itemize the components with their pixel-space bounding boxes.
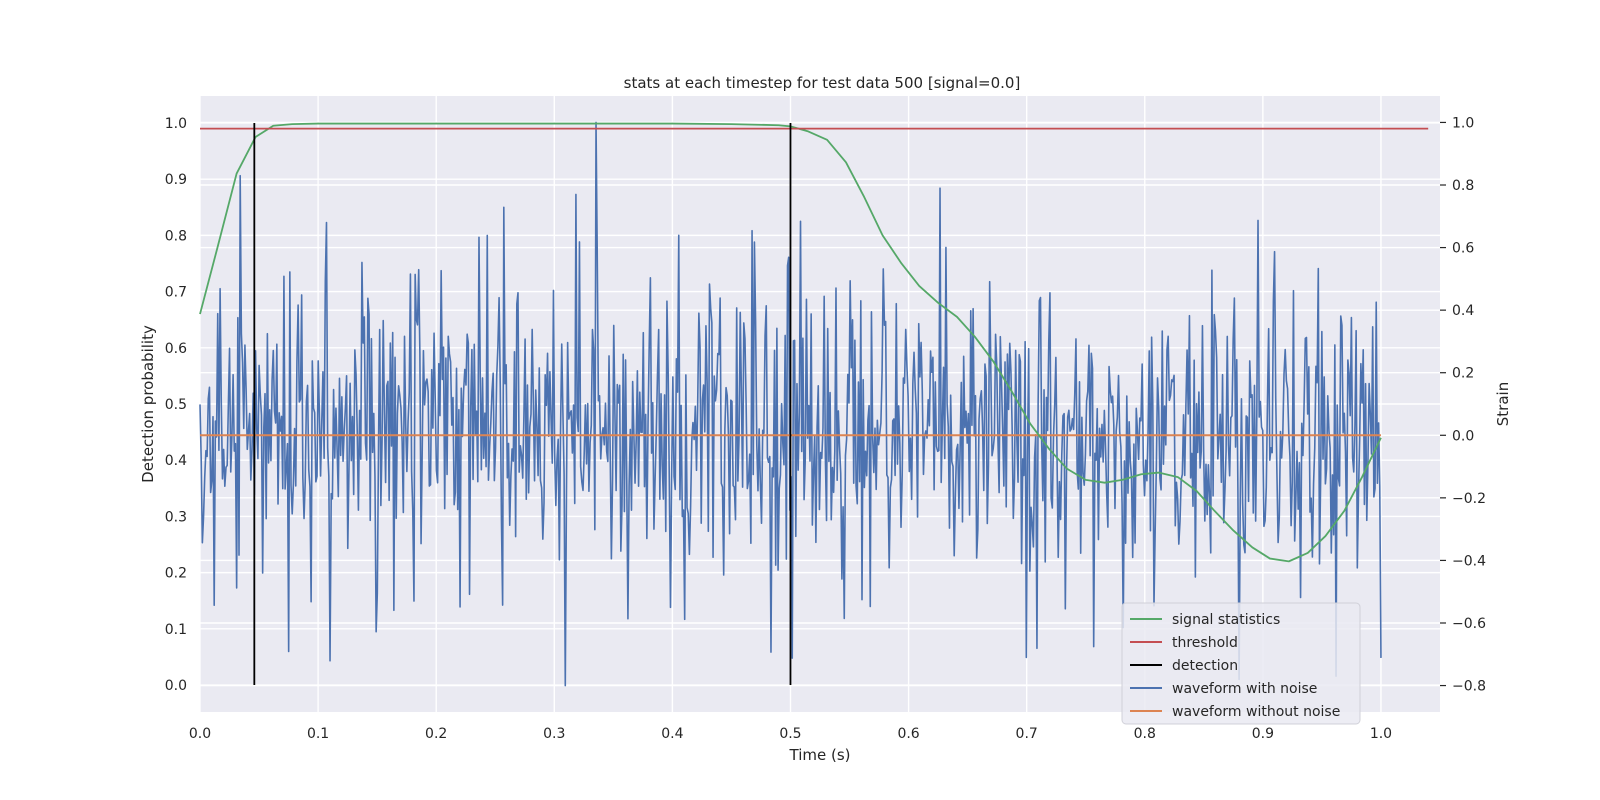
y-tick-label: 1.0 (165, 116, 187, 132)
y-axis-ticks: 0.0 0.1 0.2 0.3 0.4 0.5 0.6 0.7 0.8 0.9 1.0 (165, 116, 187, 694)
y-tick-label: 0.3 (165, 509, 187, 525)
y-tick-label: 0.2 (165, 566, 187, 582)
y-tick-label: 0.1 (165, 622, 187, 638)
x-tick-label: 0.7 (1016, 726, 1038, 742)
legend-label: threshold (1172, 635, 1238, 651)
y2-axis-label: Strain (1494, 382, 1512, 426)
y2-tick-label: 0.6 (1452, 241, 1474, 257)
legend: signal statistics threshold detection wavef… (1121, 602, 1361, 725)
y2-tick-label: −0.6 (1452, 616, 1486, 632)
y2-tick-label: −0.4 (1452, 553, 1486, 569)
x-tick-label: 0.2 (425, 726, 447, 742)
y2-tick-label: −0.8 (1452, 679, 1486, 695)
signal-statistics-series (199, 122, 1382, 563)
x-tick-label: 0.6 (897, 726, 919, 742)
legend-box (1121, 602, 1361, 725)
x-tick-label: 0.4 (661, 726, 683, 742)
y2-axis-ticks: −0.8 −0.6 −0.4 −0.2 0.0 0.2 0.4 0.6 0.8 1.0 (1440, 115, 1486, 695)
y-tick-label: 0.9 (165, 172, 187, 188)
detection-series (253, 122, 792, 686)
y2-tick-label: 1.0 (1452, 115, 1474, 131)
y-tick-label: 0.5 (165, 397, 187, 413)
x-tick-label: 0.8 (1134, 726, 1156, 742)
y2-tick-label: 0.2 (1452, 366, 1474, 382)
legend-label: detection (1172, 658, 1238, 674)
y-tick-label: 0.7 (165, 285, 187, 301)
legend-label: waveform with noise (1172, 681, 1317, 697)
y-axis-label: Detection probability (139, 325, 157, 483)
chart-title: stats at each timestep for test data 500… (624, 74, 1021, 92)
y2-tick-label: 0.8 (1452, 178, 1474, 194)
x-tick-label: 1.0 (1370, 726, 1392, 742)
legend-label: signal statistics (1172, 612, 1280, 628)
x-axis-ticks: 0.0 0.1 0.2 0.3 0.4 0.5 0.6 0.7 0.8 0.9 1.0 (189, 726, 1392, 742)
y-tick-label: 0.6 (165, 341, 187, 357)
y-tick-label: 0.8 (165, 228, 187, 244)
x-tick-label: 0.3 (543, 726, 565, 742)
y2-tick-label: 0.4 (1452, 303, 1474, 319)
x-tick-label: 0.0 (189, 726, 211, 742)
y-tick-label: 0.0 (165, 678, 187, 694)
x-axis-label: Time (s) (789, 746, 851, 764)
signal-statistics-line (199, 122, 1382, 563)
y2-tick-label: 0.0 (1452, 428, 1474, 444)
legend-label: waveform without noise (1172, 704, 1340, 720)
y2-tick-label: −0.2 (1452, 491, 1486, 507)
y-tick-label: 0.4 (165, 453, 187, 469)
x-tick-label: 0.5 (779, 726, 801, 742)
x-tick-label: 0.9 (1252, 726, 1274, 742)
x-tick-label: 0.1 (307, 726, 329, 742)
